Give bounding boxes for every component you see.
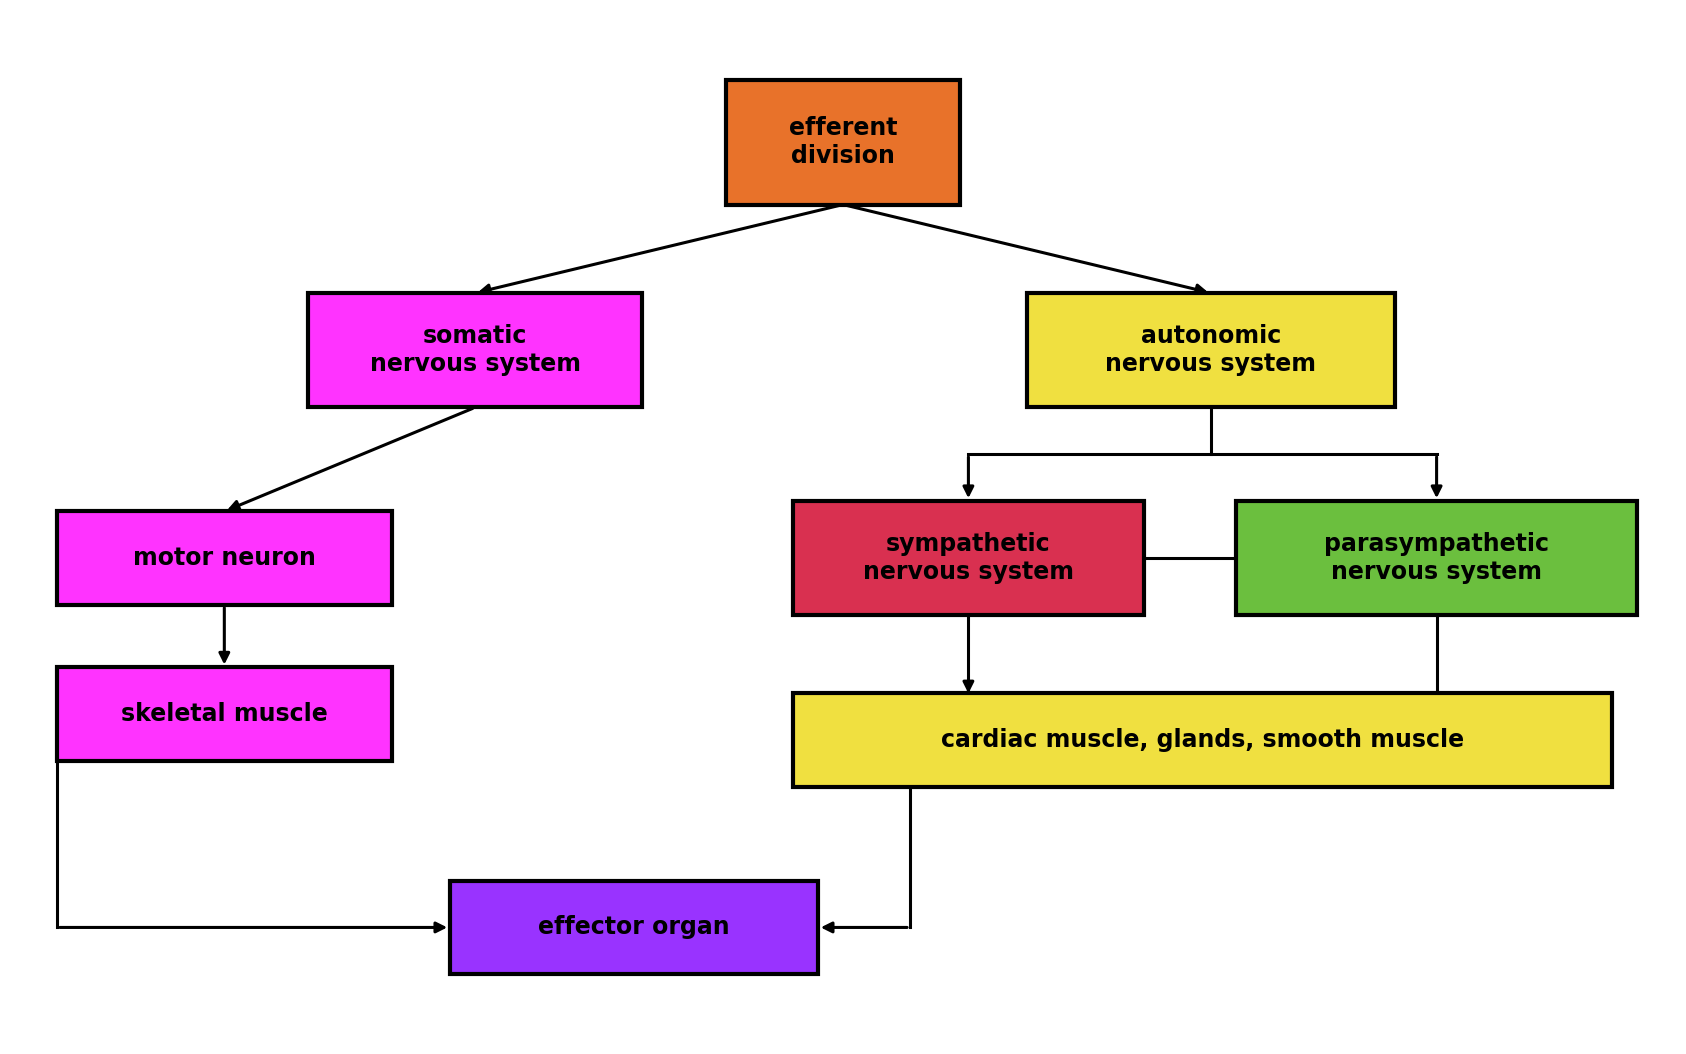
Text: skeletal muscle: skeletal muscle <box>121 702 327 726</box>
Text: sympathetic
nervous system: sympathetic nervous system <box>863 532 1074 584</box>
Text: autonomic
nervous system: autonomic nervous system <box>1106 325 1317 376</box>
FancyBboxPatch shape <box>309 293 642 408</box>
Text: efferent
division: efferent division <box>789 116 897 168</box>
FancyBboxPatch shape <box>57 511 391 605</box>
FancyBboxPatch shape <box>792 501 1145 616</box>
FancyBboxPatch shape <box>57 667 391 761</box>
FancyBboxPatch shape <box>450 881 818 974</box>
FancyBboxPatch shape <box>792 694 1612 787</box>
Text: effector organ: effector organ <box>538 916 730 939</box>
FancyBboxPatch shape <box>1027 293 1394 408</box>
FancyBboxPatch shape <box>727 80 959 204</box>
Text: parasympathetic
nervous system: parasympathetic nervous system <box>1324 532 1549 584</box>
Text: motor neuron: motor neuron <box>133 546 315 570</box>
Text: cardiac muscle, glands, smooth muscle: cardiac muscle, glands, smooth muscle <box>941 728 1463 753</box>
FancyBboxPatch shape <box>1236 501 1637 616</box>
Text: somatic
nervous system: somatic nervous system <box>369 325 580 376</box>
